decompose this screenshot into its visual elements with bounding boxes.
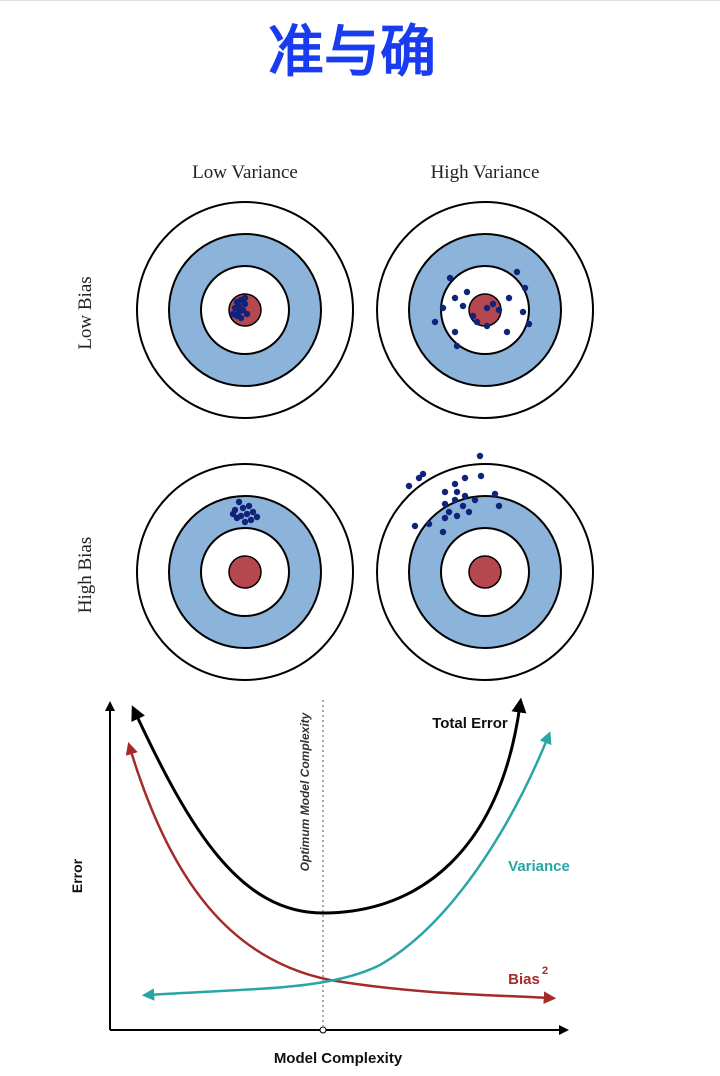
shot: [505, 294, 513, 302]
shot: [491, 490, 499, 498]
shot: [453, 488, 461, 496]
shot: [451, 294, 459, 302]
shot: [495, 502, 503, 510]
shot: [229, 510, 237, 518]
column-label: Low Variance: [192, 162, 298, 183]
shot: [477, 472, 485, 480]
optimum-point: [319, 1026, 327, 1034]
shot: [446, 274, 454, 282]
shot: [249, 508, 257, 516]
shot: [521, 284, 529, 292]
shot: [239, 504, 247, 512]
shot: [411, 522, 419, 530]
shot: [239, 306, 247, 314]
shot: [229, 310, 237, 318]
shot: [513, 268, 521, 276]
column-label: High Variance: [431, 162, 540, 183]
shot: [441, 488, 449, 496]
shot: [495, 306, 503, 314]
variance-label: Variance: [508, 858, 570, 875]
shot: [245, 502, 253, 510]
shot: [459, 302, 467, 310]
x-axis-label: Model Complexity: [274, 1050, 403, 1067]
shot: [439, 528, 447, 536]
shot: [441, 514, 449, 522]
shot: [241, 300, 249, 308]
shot: [233, 514, 241, 522]
shot: [425, 520, 433, 528]
shot: [465, 508, 473, 516]
total-error-curve: [131, 697, 527, 915]
shot: [476, 452, 484, 460]
row-label: High Bias: [75, 537, 96, 614]
bullseye: [468, 555, 502, 589]
tradeoff-chart: Optimum Model Complexity Total Error Var…: [69, 697, 570, 1067]
shot: [247, 516, 255, 524]
shot: [473, 318, 481, 326]
shot: [441, 500, 449, 508]
shot: [463, 288, 471, 296]
shot: [459, 502, 467, 510]
total-error-label: Total Error: [432, 715, 508, 732]
shot: [453, 342, 461, 350]
targets: [136, 201, 594, 681]
bias-label: Bias: [508, 971, 540, 988]
shot: [451, 328, 459, 336]
shot: [483, 322, 491, 330]
shot: [483, 304, 491, 312]
shot: [453, 512, 461, 520]
shot: [469, 312, 477, 320]
shot: [503, 328, 511, 336]
title: 准与确: [268, 20, 436, 85]
shot: [253, 513, 261, 521]
shot: [471, 496, 479, 504]
shot: [241, 518, 249, 526]
y-axis-label: Error: [69, 858, 85, 893]
shot: [235, 498, 243, 506]
row-label: Low Bias: [75, 276, 96, 349]
shot: [451, 480, 459, 488]
shot: [419, 470, 427, 478]
shot: [519, 308, 527, 316]
shot: [461, 474, 469, 482]
bias-curve: [125, 742, 557, 1004]
shot: [243, 510, 251, 518]
shot: [241, 294, 249, 302]
shot: [237, 314, 245, 322]
shot: [451, 496, 459, 504]
variance-curve: [141, 731, 552, 1001]
optimum-label: Optimum Model Complexity: [298, 711, 312, 871]
shot: [431, 318, 439, 326]
bias-exponent: 2: [542, 965, 548, 977]
shot: [439, 304, 447, 312]
shot: [461, 492, 469, 500]
shot: [525, 320, 533, 328]
shot: [235, 302, 243, 310]
shot: [243, 310, 251, 318]
shot: [405, 482, 413, 490]
shot: [415, 474, 423, 482]
bullseye: [228, 555, 262, 589]
shot: [445, 508, 453, 516]
shot: [489, 300, 497, 308]
